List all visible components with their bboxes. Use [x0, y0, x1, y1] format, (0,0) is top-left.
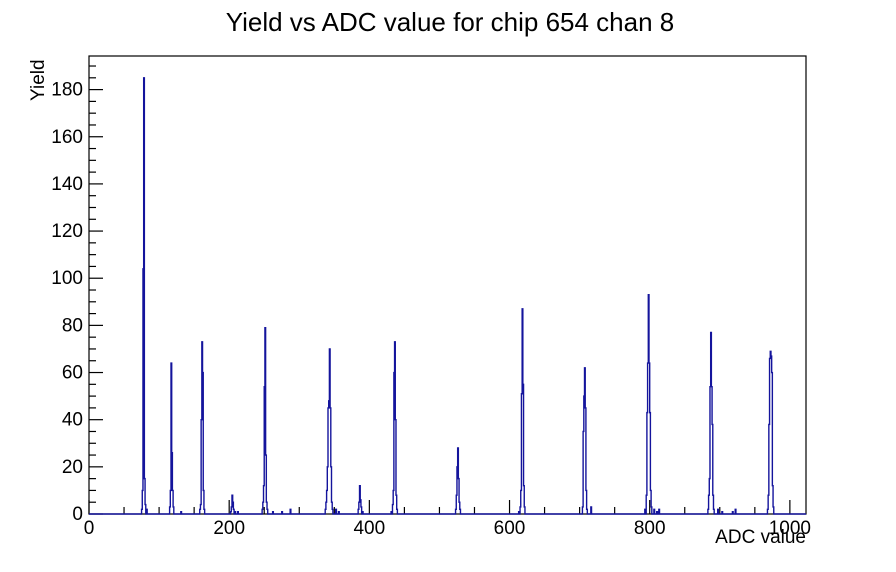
y-axis-label: Yield — [28, 59, 49, 101]
x-tick-label: 800 — [634, 518, 666, 539]
y-tick-label: 20 — [62, 457, 83, 478]
x-tick-label: 0 — [84, 518, 95, 539]
y-tick-label: 100 — [51, 268, 83, 289]
plot-frame — [88, 55, 807, 515]
x-tick-label: 200 — [213, 518, 245, 539]
chart-title: Yield vs ADC value for chip 654 chan 8 — [226, 7, 675, 37]
y-tick-label: 80 — [62, 315, 83, 336]
axis-ticks — [88, 65, 791, 515]
y-tick-label: 140 — [51, 174, 83, 195]
histogram-line — [89, 77, 806, 515]
y-tick-label: 0 — [72, 504, 83, 525]
y-tick-label: 40 — [62, 410, 83, 431]
y-tick-label: 160 — [51, 127, 83, 148]
y-tick-label: 120 — [51, 221, 83, 242]
x-tick-label: 600 — [494, 518, 526, 539]
y-tick-label: 180 — [51, 80, 83, 101]
axis-tick-labels: 0 200 400 600 800 1000 0 20 40 60 80 100 120 140 160 18… — [51, 80, 811, 539]
y-tick-label: 60 — [62, 363, 83, 384]
x-axis-label: ADC value — [715, 527, 806, 548]
x-tick-label: 1000 — [769, 518, 811, 539]
x-tick-label: 400 — [353, 518, 385, 539]
